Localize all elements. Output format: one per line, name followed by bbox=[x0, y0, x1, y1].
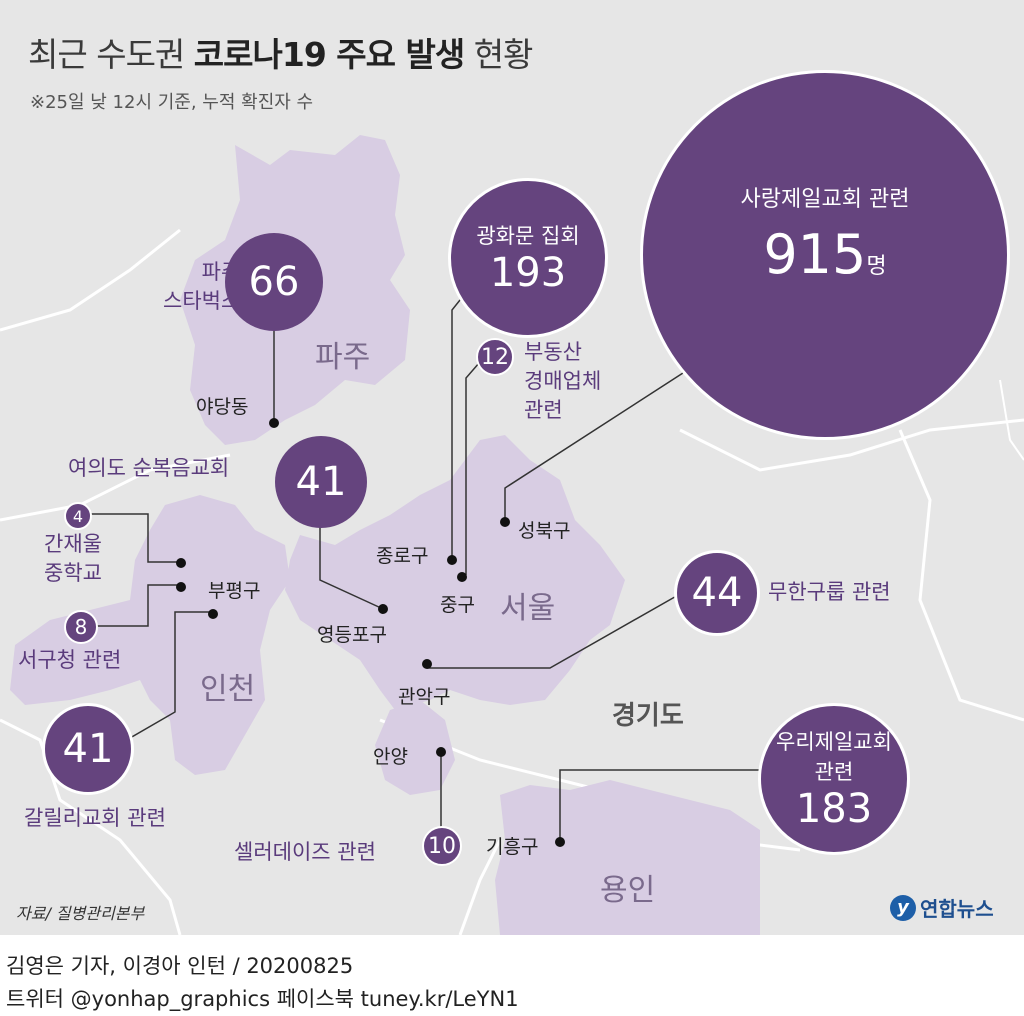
place-junggu: 중구 bbox=[440, 594, 475, 616]
ganjae-badge: 4 bbox=[64, 502, 92, 530]
galilee-label: 갈릴리교회 관련 bbox=[24, 806, 166, 830]
musung-count: 44 bbox=[691, 570, 743, 616]
gwanghwamun-count: 193 bbox=[489, 250, 567, 296]
seogu-badge: 8 bbox=[64, 610, 98, 644]
region-label-seoul: 서울 bbox=[500, 591, 556, 626]
region-label-incheon: 인천 bbox=[200, 672, 256, 707]
sarang-label: 사랑제일교회 관련 bbox=[740, 186, 910, 212]
musung-bubble: 44 bbox=[674, 550, 760, 636]
yonhap-logo: y 연합뉴스 bbox=[890, 893, 994, 922]
map-area: 파주 서울 인천 경기도 용인 야당동 종로구 성북구 중구 부평구 영등포구 … bbox=[0, 0, 1024, 935]
region-label-yongin: 용인 bbox=[600, 873, 656, 908]
paju-starbucks-count: 66 bbox=[248, 259, 300, 305]
yeouido-count: 41 bbox=[295, 459, 347, 505]
yongin-region bbox=[495, 780, 760, 935]
gwanghwamun-label: 광화문 집회 bbox=[476, 224, 580, 248]
woori-label-1: 우리제일교회 bbox=[776, 730, 892, 754]
sarang-count: 915 bbox=[763, 222, 867, 286]
seogu-label: 서구청 관련 bbox=[18, 648, 122, 672]
seoul-region bbox=[285, 435, 625, 710]
source-note: 자료/ 질병관리본부 bbox=[16, 904, 145, 923]
sarang-bubble: 사랑제일교회 관련 915명 bbox=[640, 70, 1010, 440]
page-title: 최근 수도권 코로나19 주요 발생 현황 bbox=[28, 35, 533, 74]
sarang-unit: 명 bbox=[866, 253, 887, 279]
place-seongbuk: 성북구 bbox=[518, 520, 571, 542]
yeouido-label: 여의도 순복음교회 bbox=[68, 456, 230, 480]
paju-starbucks-bubble: 66 bbox=[225, 233, 323, 331]
place-yeongdeungpo: 영등포구 bbox=[317, 624, 387, 646]
place-giheung: 기흥구 bbox=[486, 836, 539, 858]
subtitle: ※25일 낮 12시 기준, 누적 확진자 수 bbox=[30, 92, 314, 113]
sarang-count-wrap: 915명 bbox=[763, 223, 886, 286]
place-anyang: 안양 bbox=[373, 746, 408, 768]
credit-line: 김영은 기자, 이경아 인턴 / 20200825 bbox=[6, 954, 354, 978]
galilee-bubble: 41 bbox=[42, 703, 134, 795]
cellerdays-label: 셀러데이즈 관련 bbox=[234, 840, 376, 864]
budongsan-badge: 12 bbox=[476, 338, 514, 376]
yonhap-logo-icon: y bbox=[890, 894, 916, 921]
place-bupyeong: 부평구 bbox=[208, 580, 261, 602]
yonhap-logo-text: 연합뉴스 bbox=[920, 897, 994, 921]
incheon-region bbox=[10, 495, 290, 775]
yeouido-bubble: 41 bbox=[275, 436, 367, 528]
woori-label-2: 관련 bbox=[814, 760, 854, 784]
place-jongno: 종로구 bbox=[376, 545, 429, 567]
social-line: 트위터 @yonhap_graphics 페이스북 tuney.kr/LeYN1 bbox=[6, 987, 519, 1011]
woori-bubble: 우리제일교회 관련 183 bbox=[758, 703, 910, 855]
region-label-paju: 파주 bbox=[315, 340, 371, 375]
place-gwanak: 관악구 bbox=[398, 686, 451, 708]
map-shapes bbox=[0, 135, 1024, 935]
musung-label: 무한구룹 관련 bbox=[768, 580, 891, 604]
gwanghwamun-bubble: 광화문 집회 193 bbox=[448, 178, 608, 338]
budongsan-label: 부동산 경매업체 관련 bbox=[524, 340, 602, 422]
galilee-count: 41 bbox=[62, 726, 114, 772]
region-label-gyeonggi: 경기도 bbox=[612, 701, 684, 731]
anyang-region bbox=[375, 700, 455, 795]
woori-count: 183 bbox=[795, 786, 873, 832]
ganjae-label: 간재울 중학교 bbox=[44, 532, 102, 585]
cellerdays-badge: 10 bbox=[422, 826, 462, 866]
place-yadang: 야당동 bbox=[196, 396, 249, 418]
